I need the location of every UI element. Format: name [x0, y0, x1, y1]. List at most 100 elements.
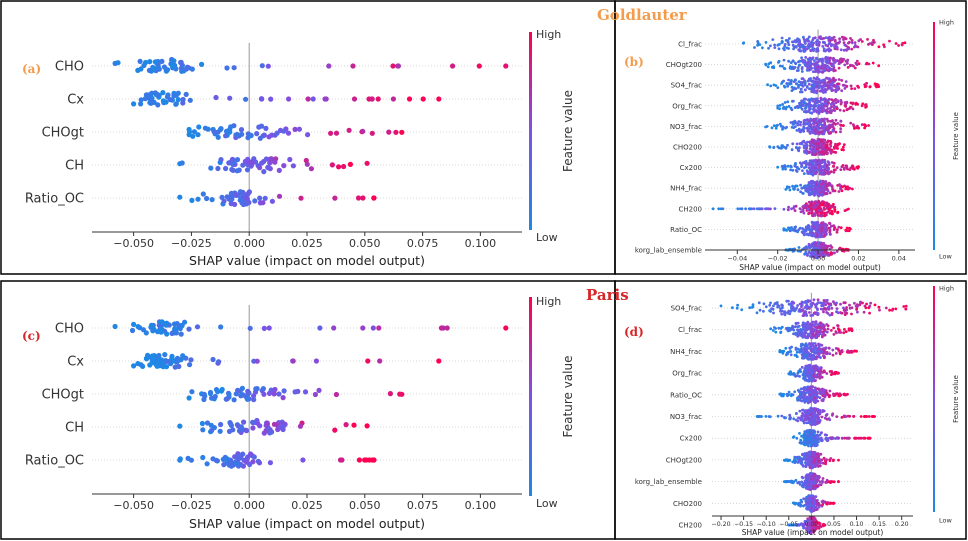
shap-point — [191, 129, 197, 135]
shap-point — [783, 67, 787, 70]
shap-point — [829, 103, 833, 106]
shap-point — [834, 142, 837, 146]
shap-point — [857, 436, 861, 440]
shap-point — [842, 166, 846, 170]
x-tick-label: 0.000 — [233, 237, 265, 250]
shap-point — [805, 152, 809, 155]
shap-point — [894, 307, 898, 311]
shap-point — [271, 391, 277, 397]
shap-point — [223, 396, 229, 402]
shap-point — [844, 164, 848, 168]
shap-point — [809, 42, 812, 46]
shap-point — [822, 144, 825, 148]
shap-point — [351, 96, 358, 102]
shap-point — [769, 310, 772, 313]
shap-point — [795, 146, 798, 150]
shap-point — [798, 368, 802, 371]
shap-point — [800, 70, 804, 73]
shap-point — [873, 303, 877, 307]
shap-point — [809, 421, 812, 425]
shap-point — [846, 59, 849, 63]
shap-point — [115, 60, 121, 66]
shap-point — [143, 59, 149, 66]
shap-point — [267, 160, 273, 166]
shap-point — [830, 311, 834, 315]
shap-point — [828, 191, 832, 195]
shap-point — [833, 147, 836, 150]
shap-point — [871, 61, 875, 65]
shap-point — [149, 359, 155, 366]
shap-point — [250, 419, 256, 425]
shap-point — [827, 101, 830, 105]
shap-point — [827, 181, 831, 185]
shap-point — [758, 415, 762, 418]
shap-point — [817, 342, 820, 346]
shap-point — [772, 124, 776, 127]
shap-point — [865, 415, 869, 418]
shap-point — [811, 56, 815, 60]
shap-point — [250, 425, 256, 431]
shap-point — [802, 121, 806, 124]
x-tick-label: 0.000 — [233, 499, 265, 512]
shap-point — [800, 480, 804, 484]
shap-point — [806, 399, 810, 403]
feature-label: Ratio_OC — [670, 226, 702, 234]
shap-point — [816, 298, 820, 302]
shap-point — [244, 459, 250, 465]
shap-point — [827, 168, 830, 171]
shap-point — [824, 231, 827, 235]
panel-label: (c) — [22, 329, 41, 343]
shap-point — [785, 327, 788, 330]
shap-point — [797, 43, 800, 47]
shap-point — [850, 47, 854, 51]
feature-label: Cl_frac — [678, 40, 702, 48]
shap-point — [326, 63, 332, 69]
x-tick-label: 0.04 — [892, 255, 906, 263]
shap-point — [842, 143, 846, 147]
shap-point — [784, 228, 787, 232]
shap-point — [810, 327, 813, 330]
shap-point — [856, 310, 859, 314]
shap-point — [816, 301, 820, 304]
shap-point — [796, 304, 799, 307]
shap-point — [790, 328, 793, 331]
shap-point — [231, 397, 237, 403]
shap-point — [259, 160, 265, 166]
shap-point — [818, 105, 822, 108]
shap-point — [814, 332, 818, 336]
shap-point — [801, 395, 805, 399]
shap-point — [818, 411, 822, 415]
shap-point — [798, 59, 801, 63]
colorbar-feature-label: Feature value — [561, 356, 575, 438]
shap-point — [836, 100, 840, 103]
shap-point — [821, 80, 825, 83]
shap-point — [152, 59, 158, 65]
shap-point — [809, 184, 812, 188]
shap-point — [802, 347, 806, 351]
shap-point — [329, 162, 335, 168]
shap-point — [833, 60, 837, 64]
feature-label: NO3_frac — [670, 413, 702, 421]
shap-point — [807, 453, 811, 457]
shap-point — [290, 358, 296, 364]
shap-point — [814, 304, 818, 307]
shap-point — [774, 330, 778, 334]
shap-point — [824, 36, 828, 39]
shap-point — [791, 324, 794, 328]
shap-point — [801, 231, 805, 235]
shap-point — [822, 37, 826, 40]
shap-point — [822, 310, 825, 314]
shap-point — [794, 332, 797, 336]
shap-point — [173, 92, 179, 98]
shap-point — [783, 459, 787, 462]
shap-point — [758, 308, 762, 312]
shap-point — [228, 422, 234, 428]
shap-point — [839, 226, 843, 230]
feature-label: korg_lab_ensemble — [635, 246, 702, 254]
shap-point — [840, 416, 844, 419]
feature-label: Cx — [67, 93, 84, 108]
shap-point — [390, 96, 396, 102]
shap-point — [793, 390, 797, 394]
shap-point — [281, 388, 287, 394]
